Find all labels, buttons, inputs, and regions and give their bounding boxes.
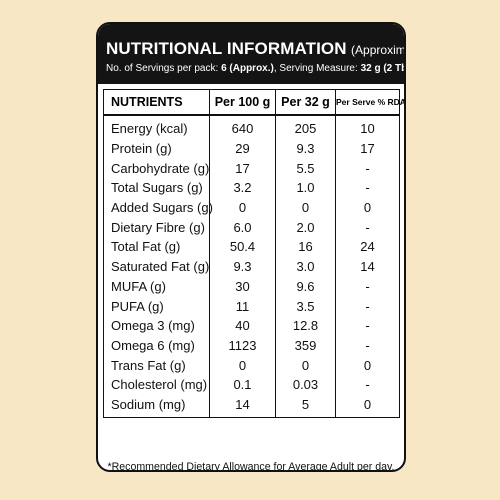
header-rda: Per Serve % RDA* [335,89,404,116]
value-per-100g: 0 [209,355,276,375]
value-rda: 24 [335,237,400,257]
value-rda: - [335,335,400,356]
table-body: Energy (kcal) 640 205 10 Protein (g) 29 9.3 17 C… [103,115,400,419]
value-per-32g: 1.0 [275,178,336,198]
value-per-32g: 0 [275,197,336,218]
nutrient-name: PUFA (g) [103,296,210,316]
value-rda: - [335,296,400,316]
value-rda: - [335,217,400,238]
value-rda: - [335,158,400,179]
value-rda: 0 [335,394,400,419]
value-per-32g: 0 [275,355,336,375]
label-header: NUTRITIONAL INFORMATION (Approximate val… [98,24,404,84]
nutrient-name: Energy (kcal) [103,115,210,139]
nutrient-name: Cholesterol (mg) [103,374,210,395]
value-per-100g: 0 [209,197,276,218]
value-per-100g: 1123 [209,335,276,356]
table-row: MUFA (g) 30 9.6- [103,276,400,297]
value-rda: 10 [335,115,400,139]
header-per-32g: Per 32 g [275,89,336,116]
serving-measure: 32 g (2 Tbsp.) [360,63,404,74]
value-per-100g: 640 [209,115,276,139]
nutrient-name: Carbohydrate (g) [103,158,210,179]
table-row: Trans Fat (g) 0 0 0 [103,355,400,375]
header-nutrients: NUTRIENTS [103,89,210,116]
value-per-32g: 3.5 [275,296,336,316]
nutrition-table: NUTRIENTS Per 100 g Per 32 g Per Serve %… [103,89,404,419]
nutrient-name: MUFA (g) [103,276,210,297]
table-row: Energy (kcal) 640 205 10 [103,115,400,139]
nutrient-name: Trans Fat (g) [103,355,210,375]
table-row: Total Fat (g) 50.4 16 24 [103,237,400,257]
value-rda: 0 [335,197,400,218]
table-row: PUFA (g) 11 3.5- [103,296,400,316]
value-per-32g: 0.03 [275,374,336,395]
table-row: Dietary Fibre (g) 6.0 2.0- [103,217,400,238]
value-per-32g: 9.3 [275,138,336,159]
value-rda: - [335,276,400,297]
nutrient-name: Total Fat (g) [103,237,210,257]
table-row: Protein (g) 29 9.3 17 [103,138,400,159]
header-per-100g: Per 100 g [209,89,276,116]
value-rda: - [335,178,400,198]
title-line: NUTRITIONAL INFORMATION (Approximate val… [106,24,404,61]
nutrient-name: Omega 3 (mg) [103,315,210,336]
value-per-32g: 5 [275,394,336,419]
value-per-32g: 9.6 [275,276,336,297]
table-row: Omega 6 (mg) 1123 359- [103,335,400,356]
value-per-100g: 29 [209,138,276,159]
nutrient-name: Sodium (mg) [103,394,210,419]
nutrient-name: Saturated Fat (g) [103,256,210,277]
value-rda: - [335,315,400,336]
value-per-100g: 40 [209,315,276,336]
nutrient-name: Omega 6 (mg) [103,335,210,356]
value-rda: 14 [335,256,400,277]
value-per-32g: 3.0 [275,256,336,277]
value-per-100g: 11 [209,296,276,316]
servings-prefix: No. of Servings per pack: [106,63,222,74]
value-per-32g: 2.0 [275,217,336,238]
value-per-100g: 9.3 [209,256,276,277]
value-per-100g: 6.0 [209,217,276,238]
value-per-32g: 205 [275,115,336,139]
table-row: Omega 3 (mg) 40 12.8- [103,315,400,336]
nutrient-name: Dietary Fibre (g) [103,217,210,238]
footnote: *Recommended Dietary Allowance for Avera… [107,461,395,472]
table-row: Sodium (mg) 14 5 0 [103,394,400,419]
value-rda: 0 [335,355,400,375]
servings-count: 6 (Approx.) [221,63,274,74]
table-row: Saturated Fat (g) 9.3 3.0 14 [103,256,400,277]
serving-measure-prefix: , Serving Measure: [273,63,361,74]
table-row: Carbohydrate (g) 17 5.5- [103,158,400,179]
nutrient-name: Added Sugars (g) [103,197,213,218]
table-row: Cholesterol (mg) 0.1 0.03- [103,374,400,395]
label-title-note: (Approximate values) [351,43,406,57]
value-per-32g: 5.5 [275,158,336,179]
servings-info: No. of Servings per pack: 6 (Approx.), S… [106,61,404,77]
nutrient-name: Total Sugars (g) [103,178,210,198]
table-row: Total Sugars (g) 3.2 1.0- [103,178,400,198]
nutrition-label-panel: NUTRITIONAL INFORMATION (Approximate val… [96,22,406,472]
value-per-32g: 12.8 [275,315,336,336]
value-per-100g: 17 [209,158,276,179]
value-per-100g: 3.2 [209,178,276,198]
label-title: NUTRITIONAL INFORMATION [106,39,347,58]
value-per-32g: 359 [275,335,336,356]
value-per-32g: 16 [275,237,336,257]
value-rda: 17 [335,138,400,159]
value-per-100g: 30 [209,276,276,297]
value-rda: - [335,374,400,395]
value-per-100g: 0.1 [209,374,276,395]
table-header-row: NUTRIENTS Per 100 g Per 32 g Per Serve %… [103,89,404,116]
table-row: Added Sugars (g) 0 0 0 [103,197,400,218]
value-per-100g: 14 [209,394,276,419]
nutrient-name: Protein (g) [103,138,210,159]
value-per-100g: 50.4 [209,237,276,257]
